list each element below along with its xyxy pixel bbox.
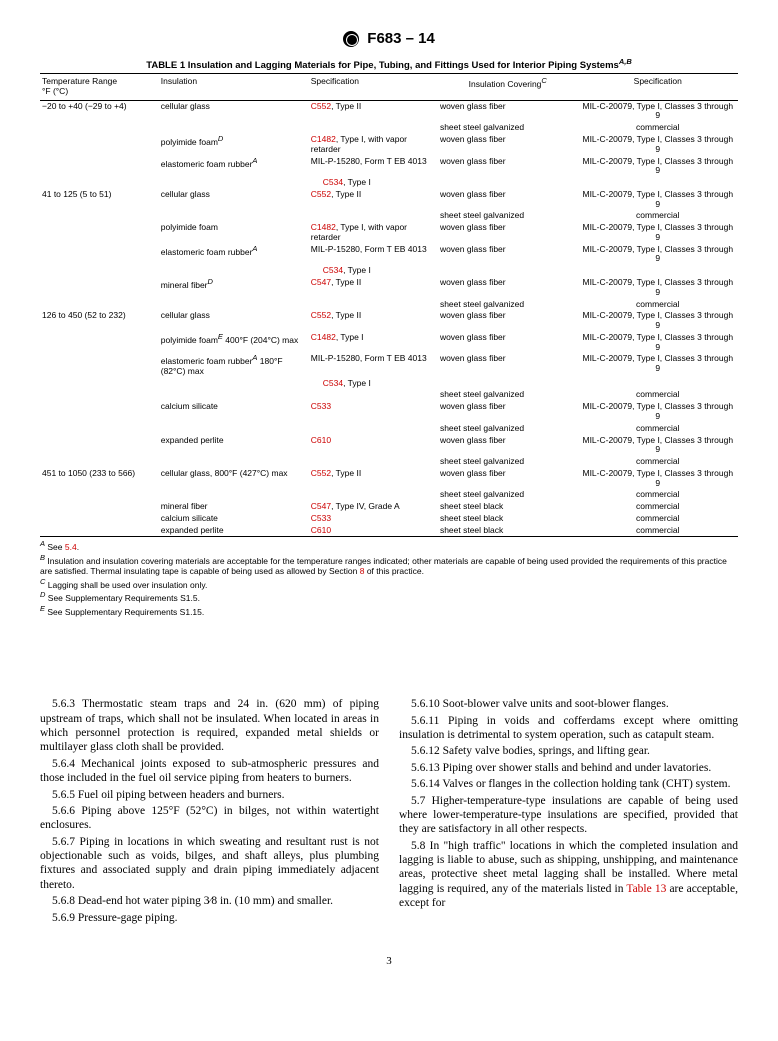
table-row: sheet steel galvanizedcommercial	[40, 299, 738, 311]
table-row: C534, Type I	[40, 378, 738, 390]
page-number: 3	[40, 955, 738, 967]
body-paragraph: 5.6.7 Piping in locations in which sweat…	[40, 835, 379, 893]
table-row: expanded perliteC610woven glass fiberMIL…	[40, 435, 738, 457]
body-paragraph: 5.6.8 Dead-end hot water piping 3⁄8 in. …	[40, 894, 379, 908]
table-footnotes: A See 5.4.B Insulation and insulation co…	[40, 539, 738, 617]
footnote: E See Supplementary Requirements S1.15.	[40, 604, 738, 617]
body-paragraph: 5.6.14 Valves or flanges in the collecti…	[399, 777, 738, 791]
column-header: Insulation	[159, 74, 309, 101]
body-paragraph: 5.6.9 Pressure-gage piping.	[40, 911, 379, 925]
table-row: C534, Type I	[40, 265, 738, 277]
footnote: A See 5.4.	[40, 539, 738, 552]
table-row: calcium silicateC533woven glass fiberMIL…	[40, 401, 738, 423]
footnote: B Insulation and insulation covering mat…	[40, 553, 738, 577]
body-paragraph: 5.6.10 Soot-blower valve units and soot-…	[399, 697, 738, 711]
table-row: sheet steel galvanizedcommercial	[40, 389, 738, 401]
table-row: polyimide foamE 400°F (204°C) maxC1482, …	[40, 332, 738, 354]
table-row: 41 to 125 (5 to 51)cellular glassC552, T…	[40, 189, 738, 211]
column-header: Insulation CoveringC	[438, 74, 578, 101]
table-row: elastomeric foam rubberAMIL-P-15280, For…	[40, 244, 738, 266]
body-paragraph: 5.6.11 Piping in voids and cofferdams ex…	[399, 714, 738, 743]
table-row: −20 to +40 (−29 to +4)cellular glassC552…	[40, 100, 738, 122]
table-row: calcium silicateC533sheet steel blackcom…	[40, 513, 738, 525]
table-row: polyimide foamDC1482, Type I, with vapor…	[40, 134, 738, 156]
table-row: expanded perliteC610sheet steel blackcom…	[40, 525, 738, 537]
standard-designation: F683 – 14	[367, 30, 435, 47]
table-row: sheet steel galvanizedcommercial	[40, 456, 738, 468]
table-row: elastomeric foam rubberA 180°F (82°C) ma…	[40, 353, 738, 377]
footnote: D See Supplementary Requirements S1.5.	[40, 590, 738, 603]
table-row: elastomeric foam rubberAMIL-P-15280, For…	[40, 156, 738, 178]
page-header: F683 – 14	[40, 30, 738, 47]
body-paragraph: 5.6.5 Fuel oil piping between headers an…	[40, 788, 379, 802]
table-row: C534, Type I	[40, 177, 738, 189]
table-row: mineral fiberDC547, Type IIwoven glass f…	[40, 277, 738, 299]
astm-logo-icon	[343, 31, 359, 47]
body-paragraph: 5.6.6 Piping above 125°F (52°C) in bilge…	[40, 804, 379, 833]
footnote: C Lagging shall be used over insulation …	[40, 577, 738, 590]
table-row: sheet steel galvanizedcommercial	[40, 489, 738, 501]
table-row: 451 to 1050 (233 to 566)cellular glass, …	[40, 468, 738, 490]
body-text-columns: 5.6.3 Thermostatic steam traps and 24 in…	[40, 697, 738, 925]
table-row: mineral fiberC547, Type IV, Grade Asheet…	[40, 501, 738, 513]
table-row: sheet steel galvanizedcommercial	[40, 122, 738, 134]
table-title: TABLE 1 Insulation and Lagging Materials…	[40, 57, 738, 71]
body-paragraph: 5.6.3 Thermostatic steam traps and 24 in…	[40, 697, 379, 755]
column-header: Specification	[578, 74, 738, 101]
body-paragraph: 5.8 In "high traffic" locations in which…	[399, 839, 738, 911]
body-paragraph: 5.6.13 Piping over shower stalls and beh…	[399, 761, 738, 775]
table-row: polyimide foamC1482, Type I, with vapor …	[40, 222, 738, 244]
table-row: 126 to 450 (52 to 232)cellular glassC552…	[40, 310, 738, 332]
column-header: Specification	[309, 74, 438, 101]
materials-table: Temperature Range°F (°C)InsulationSpecif…	[40, 73, 738, 537]
table-row: sheet steel galvanizedcommercial	[40, 423, 738, 435]
body-paragraph: 5.6.4 Mechanical joints exposed to sub-a…	[40, 757, 379, 786]
body-paragraph: 5.7 Higher-temperature-type insulations …	[399, 794, 738, 837]
table-row: sheet steel galvanizedcommercial	[40, 210, 738, 222]
column-header: Temperature Range°F (°C)	[40, 74, 159, 101]
body-paragraph: 5.6.12 Safety valve bodies, springs, and…	[399, 744, 738, 758]
